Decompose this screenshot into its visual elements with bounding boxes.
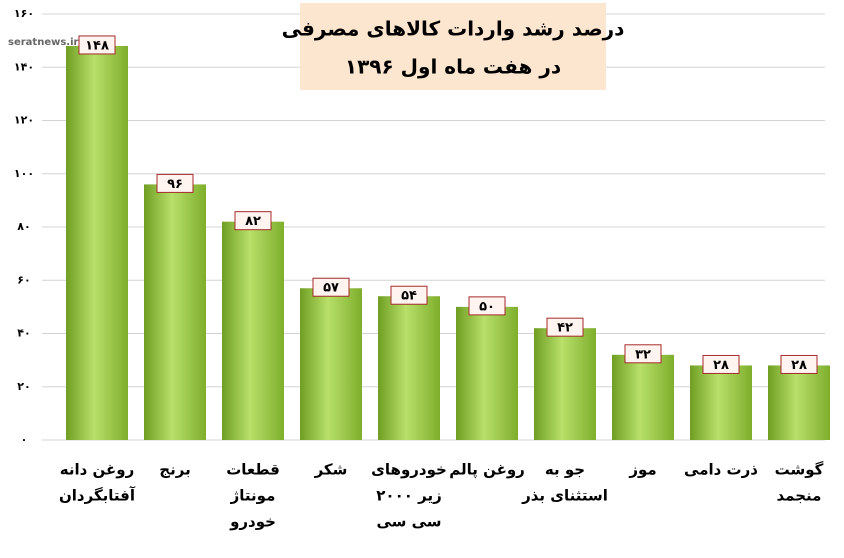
value-label-box	[78, 35, 116, 55]
x-tick-label: برنج	[159, 461, 190, 479]
bar	[144, 184, 206, 440]
y-tick-label: ۱۲۰	[14, 114, 34, 127]
value-label: ۲۸	[791, 358, 807, 373]
y-tick-label: ۱۰۰	[14, 167, 34, 180]
value-label-box	[468, 296, 506, 316]
title-box	[300, 3, 606, 90]
value-label: ۹۶	[167, 177, 183, 192]
value-label-box	[702, 354, 740, 374]
value-label: ۱۴۸	[85, 38, 109, 53]
x-tick-label: قطعات	[226, 461, 280, 479]
y-tick-label: ۸۰	[17, 220, 30, 233]
x-tick-label: روغن دانه	[60, 461, 135, 479]
value-label-box	[390, 285, 428, 305]
x-tick-label: استثنای بذر	[521, 487, 608, 505]
x-tick-label: خودرو	[229, 513, 276, 531]
bar	[222, 221, 284, 440]
x-tick-label: زیر ۲۰۰۰	[376, 487, 441, 505]
value-label: ۳۲	[635, 347, 651, 362]
x-tick-label: گوشت	[775, 461, 824, 479]
x-tick-label: جو به	[545, 461, 585, 479]
chart-title: درصد رشد واردات کالاهای مصرفی	[282, 17, 625, 41]
x-tick-label: منجمد	[777, 487, 822, 505]
value-label: ۵۰	[479, 299, 495, 314]
x-tick-label: مونتاژ	[230, 487, 276, 505]
x-tick-label: موز	[628, 461, 656, 479]
x-tick-label: روغن پالم	[449, 461, 525, 480]
x-tick-label: سی سی	[376, 513, 441, 531]
value-label: ۵۷	[323, 281, 339, 296]
bar	[690, 365, 752, 440]
value-label: ۴۲	[557, 321, 573, 336]
value-label: ۵۴	[401, 289, 417, 304]
x-tick-label: خودروهای	[371, 461, 447, 479]
value-label-box	[312, 277, 350, 297]
value-label-box	[780, 354, 818, 374]
bar	[768, 365, 830, 440]
y-tick-label: ۲۰	[17, 380, 30, 393]
y-tick-label: ۱۴۰	[14, 60, 34, 73]
bar	[456, 306, 518, 440]
bar	[66, 45, 128, 440]
value-label-box	[234, 211, 272, 231]
x-tick-label: آفتابگردان	[59, 487, 136, 505]
y-tick-label: ۴۰	[17, 327, 30, 340]
y-tick-label: ۱۶۰	[14, 7, 34, 20]
grid: ۰ ۲۰ ۴۰ ۶۰ ۸۰ ۱۰۰ ۱۲۰ ۱۴۰ ۱۶۰	[14, 7, 825, 446]
value-label-box	[624, 344, 662, 364]
bar	[300, 288, 362, 440]
chart-subtitle: در هفت ماه اول ۱۳۹۶	[345, 55, 561, 79]
watermark: seratnews.ir	[8, 37, 79, 48]
bar	[612, 354, 674, 440]
x-tick-label: ذرت دامی	[684, 461, 758, 479]
y-tick-label: ۶۰	[17, 273, 30, 286]
y-tick-label: ۰	[21, 433, 28, 446]
bar	[534, 328, 596, 440]
x-tick-label: شکر	[314, 461, 348, 479]
value-label-box	[156, 173, 194, 193]
value-label: ۲۸	[713, 358, 729, 373]
value-label-box	[546, 317, 584, 337]
value-label: ۸۲	[245, 214, 261, 229]
bar	[378, 296, 440, 440]
